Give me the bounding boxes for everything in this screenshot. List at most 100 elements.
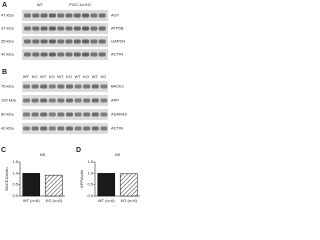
blot-band (32, 26, 40, 31)
blot-band (57, 26, 65, 31)
x-tick-label: WT (n=6) (98, 198, 115, 203)
blot-band (23, 112, 30, 117)
blot-band (24, 13, 31, 18)
blot-band (82, 13, 90, 18)
left-label: 42 kDa (1, 126, 14, 131)
blot-band (98, 13, 106, 18)
blot-band (32, 52, 40, 57)
right-label: BACE1 (111, 84, 125, 89)
group-label: WT (37, 2, 44, 7)
y-tick-label: 0.0 (12, 193, 18, 198)
blot-band (66, 84, 73, 89)
lane-label: WT (74, 74, 81, 79)
blot-band (24, 39, 31, 44)
lane-label: WT (92, 74, 99, 79)
blot-band (48, 84, 56, 89)
blot-strip (22, 95, 108, 106)
right-label: ACTIN (111, 126, 123, 131)
blot-band (57, 13, 65, 18)
blot-band (66, 112, 73, 117)
blot-strip (22, 36, 108, 47)
blot-band (91, 126, 99, 131)
blot-band (100, 98, 108, 103)
left-label: 37 kDa (1, 26, 14, 31)
y-axis-label: BACE1/Actin (4, 167, 9, 190)
blot-band (98, 52, 106, 57)
blot-strip (22, 10, 108, 21)
blot-band (82, 52, 90, 57)
blot-band (24, 26, 31, 31)
blot-band (65, 26, 73, 31)
y-tick-label: 1.5 (12, 159, 18, 164)
left-label: 75 kDa (1, 84, 14, 89)
blot-band (57, 112, 65, 117)
blot-band (90, 39, 98, 44)
y-tick-label: 1.5 (87, 159, 93, 164)
right-label: APP (111, 98, 119, 103)
y-tick-label: 1.0 (12, 170, 18, 175)
bar (44, 174, 63, 197)
panel-letter: B (2, 69, 7, 76)
blot-band (57, 98, 65, 103)
blot-strip (22, 123, 108, 134)
group-label: PGC-1α KO (69, 2, 90, 7)
panel-letter: D (76, 147, 81, 154)
blot-band (66, 126, 73, 131)
blot-band (24, 52, 31, 57)
blot-band (83, 98, 91, 103)
blot-strip (22, 23, 108, 34)
blot-band (31, 84, 39, 89)
blot-band (48, 112, 56, 117)
blot-band (74, 126, 82, 131)
right-label: ACTIN (111, 52, 123, 57)
y-tick-label: 1.0 (87, 170, 93, 175)
lane-label: KO (66, 74, 72, 79)
left-label: 100 kDa (1, 98, 17, 103)
blot-band (32, 13, 40, 18)
lane-label: KO (101, 74, 107, 79)
lane-label: KO (32, 74, 38, 79)
blot-band (48, 13, 56, 18)
left-label: 80 kDa (1, 112, 14, 117)
chart-title: NS (115, 152, 121, 157)
y-tick-label: 0.0 (87, 193, 93, 198)
lane-label: WT (23, 74, 30, 79)
blot-band (31, 98, 39, 103)
right-label: GAPDH (111, 39, 125, 44)
blot-band (73, 13, 81, 18)
blot-band (48, 39, 56, 44)
blot-band (74, 112, 82, 117)
bar (22, 173, 41, 197)
x-tick-label: KO (n=6) (121, 198, 138, 203)
blot-band (40, 126, 48, 131)
blot-band (57, 52, 65, 57)
blot-strip (22, 81, 108, 92)
blot-band (100, 84, 108, 89)
blot-band (65, 39, 73, 44)
blot-band (65, 13, 73, 18)
left-label: 25 kDa (1, 39, 14, 44)
blot-band (23, 84, 30, 89)
panel-letter: C (1, 147, 6, 154)
blot-band (48, 98, 56, 103)
blot-band (40, 112, 48, 117)
figure: A B WT PGC-1α KO 47 kDa AGT 37 kDa ATP5B 25 kD… (1, 2, 140, 203)
blot-band (40, 13, 48, 18)
blot-band (40, 39, 48, 44)
blot-band (40, 84, 48, 89)
blot-band (91, 84, 99, 89)
x-tick-label: KO (n=6) (46, 198, 63, 203)
lane-label: WT (57, 74, 64, 79)
blot-band (74, 84, 82, 89)
blot-band (57, 84, 65, 89)
blot-band (83, 84, 91, 89)
blot-band (65, 52, 73, 57)
blot-band (83, 112, 91, 117)
blot-band (98, 39, 106, 44)
y-tick-label: 0.5 (12, 182, 18, 187)
blot-band (91, 112, 99, 117)
blot-band (48, 26, 56, 31)
right-label: ATP5B (111, 26, 124, 31)
blot-band (82, 26, 90, 31)
blot-band (48, 52, 56, 57)
